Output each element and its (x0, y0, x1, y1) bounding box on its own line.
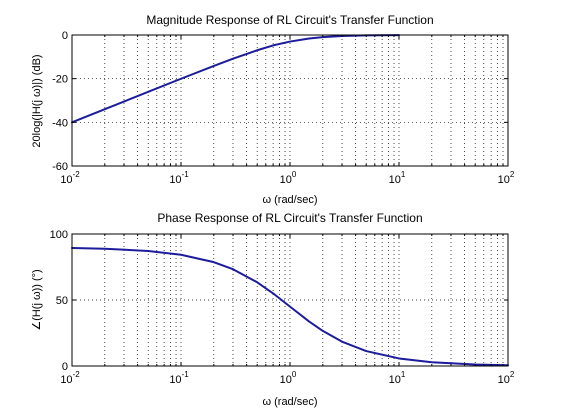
y-tick-label: 0 (62, 30, 68, 42)
y-tick-label: -40 (52, 117, 68, 129)
y-axis-label: ∠(H(j ω)) (°) (31, 269, 43, 330)
chart-title: Magnitude Response of RL Circuit's Trans… (146, 13, 433, 27)
phase-chart: Phase Response of RL Circuit's Transfer … (31, 211, 515, 408)
x-tick-label: 102 (498, 370, 515, 386)
x-axis-label: ω (rad/sec) (262, 396, 317, 408)
x-tick-label: 100 (280, 170, 297, 186)
y-tick-label: 0 (62, 361, 68, 373)
chart-title: Phase Response of RL Circuit's Transfer … (157, 211, 422, 225)
series-line (71, 246, 509, 367)
series-layer (71, 246, 509, 367)
grid (72, 35, 508, 166)
x-axis-label: ω (rad/sec) (262, 194, 317, 206)
y-axis-label: 20log(|H(j ω)|) (dB) (31, 54, 43, 147)
grid (72, 234, 508, 366)
x-tick-label: 10-1 (169, 170, 189, 186)
x-tick-label: 101 (389, 170, 406, 186)
y-tick-label: 50 (56, 295, 68, 307)
x-tick-label: 102 (498, 170, 515, 186)
magnitude-chart: Magnitude Response of RL Circuit's Trans… (31, 13, 515, 206)
y-tick-label: -60 (52, 161, 68, 173)
y-tick-label: 100 (50, 229, 68, 241)
series-layer (71, 34, 400, 124)
plot-area (72, 35, 508, 166)
series-line (71, 34, 400, 124)
x-tick-label: 10-1 (169, 370, 189, 386)
x-tick-label: 100 (280, 370, 297, 386)
y-tick-label: -20 (52, 74, 68, 86)
x-tick-label: 101 (389, 370, 406, 386)
